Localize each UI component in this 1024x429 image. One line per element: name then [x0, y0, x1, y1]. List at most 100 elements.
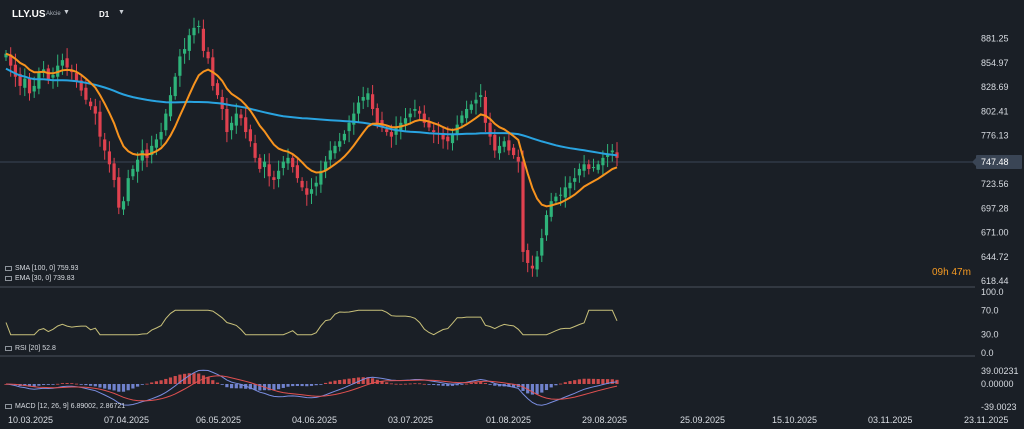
- candle-body: [187, 35, 191, 51]
- candle-body: [201, 28, 205, 51]
- candle-body: [103, 139, 107, 151]
- macd-histogram-bar: [408, 383, 412, 385]
- symbol-name[interactable]: LLY.US: [12, 9, 46, 20]
- indicator-settings-icon[interactable]: [5, 346, 12, 351]
- x-tick-label: 10.03.2025: [8, 415, 53, 425]
- rsi-legend[interactable]: RSI [20] 52.8: [5, 345, 56, 352]
- candle-body: [502, 141, 506, 147]
- candle-body: [432, 130, 436, 133]
- macd-histogram-bar: [277, 384, 281, 390]
- macd-histogram-bar: [126, 384, 130, 391]
- macd-histogram-bar: [535, 384, 539, 395]
- macd-histogram-bar: [356, 377, 361, 384]
- macd-histogram-bar: [554, 384, 558, 386]
- macd-histogram-bar: [140, 384, 144, 385]
- candle-body: [267, 164, 271, 177]
- macd-histogram-bar: [563, 382, 567, 384]
- candle-body: [554, 196, 558, 202]
- candle-body: [347, 122, 351, 132]
- candle-body: [291, 157, 295, 168]
- macd-histogram-bar: [601, 379, 605, 384]
- indicator-settings-icon[interactable]: [5, 266, 12, 271]
- candle-body: [112, 163, 116, 180]
- candle-body: [483, 96, 487, 123]
- candle-body: [178, 56, 182, 76]
- candle-body: [9, 54, 13, 66]
- candle-body: [281, 161, 285, 168]
- macd-histogram-bar: [526, 384, 530, 394]
- ema-label: EMA [30, 0] 739.83: [15, 275, 75, 282]
- macd-histogram-bar: [230, 384, 234, 389]
- macd-histogram-bar: [573, 380, 577, 384]
- price-tick-label: 618.44: [981, 276, 1009, 286]
- candle-body: [225, 108, 229, 133]
- symbol-dropdown-chevron-down-icon[interactable]: ▼: [63, 9, 70, 16]
- macd-line: [5, 369, 618, 406]
- candle-body: [526, 250, 530, 263]
- macd-histogram-bar: [89, 384, 93, 386]
- macd-histogram-bar: [493, 384, 497, 386]
- macd-histogram-bar: [385, 382, 389, 384]
- x-tick-label: 03.07.2025: [388, 415, 433, 425]
- macd-legend[interactable]: MACD [12, 26, 9] 6.89002, 2.86721: [5, 403, 125, 410]
- ema-legend[interactable]: EMA [30, 0] 739.83: [5, 275, 75, 282]
- macd-histogram-bar: [465, 383, 469, 385]
- macd-histogram-bar: [309, 384, 314, 386]
- macd-histogram-bar: [469, 383, 473, 384]
- price-tick-label: 802.41: [981, 106, 1009, 116]
- timeframe-selector[interactable]: D1: [99, 10, 110, 19]
- candle-body: [422, 113, 426, 123]
- indicator-settings-icon[interactable]: [5, 276, 12, 281]
- macd-histogram-bar: [610, 379, 614, 384]
- candle-body: [408, 113, 412, 118]
- candle-body: [13, 64, 17, 77]
- current-price-badge: [976, 155, 1022, 170]
- candle-body: [610, 150, 614, 153]
- macd-histogram-bar: [225, 384, 229, 388]
- candle-body: [253, 143, 257, 158]
- price-tick-label: 881.25: [981, 34, 1009, 44]
- indicator-settings-icon[interactable]: [5, 404, 12, 409]
- macd-histogram-bar: [98, 384, 102, 388]
- sma-legend[interactable]: SMA [100, 0] 759.93: [5, 265, 78, 272]
- candle-body: [375, 108, 379, 123]
- candle-body: [606, 155, 610, 157]
- macd-histogram-bar: [591, 378, 596, 384]
- rsi-line: [5, 309, 618, 336]
- candle-body: [512, 147, 516, 156]
- macd-histogram-bar: [121, 384, 126, 392]
- macd-histogram-bar: [286, 384, 290, 387]
- macd-histogram-bar: [399, 383, 403, 385]
- macd-histogram-bar: [427, 384, 431, 385]
- macd-histogram-bar: [272, 384, 276, 391]
- x-tick-label: 01.08.2025: [486, 415, 531, 425]
- rsi-tick-label: 100.0: [981, 287, 1004, 297]
- candle-body: [4, 53, 8, 58]
- macd-histogram-bar: [436, 384, 440, 386]
- candle-body: [277, 170, 281, 180]
- price-tick-label: 671.00: [981, 228, 1009, 238]
- candle-body: [93, 106, 97, 114]
- candle-body: [582, 164, 586, 171]
- candle-body: [507, 140, 511, 151]
- macd-histogram-bar: [305, 384, 309, 387]
- timeframe-dropdown-chevron-down-icon[interactable]: ▼: [118, 9, 125, 16]
- macd-histogram-bar: [587, 378, 591, 384]
- candle-body: [51, 74, 55, 78]
- macd-histogram-bar: [507, 384, 511, 387]
- candle-body: [173, 76, 177, 97]
- macd-histogram-bar: [521, 384, 525, 391]
- x-tick-label: 06.05.2025: [196, 415, 241, 425]
- x-tick-label: 23.11.2025: [964, 415, 1008, 425]
- candle-body: [521, 161, 525, 252]
- candle-body: [352, 113, 356, 125]
- candle-body: [403, 118, 408, 124]
- candle-body: [215, 83, 220, 96]
- candle-body: [563, 187, 567, 198]
- candle-body: [37, 72, 41, 89]
- sma-label: SMA [100, 0] 759.93: [15, 265, 79, 272]
- macd-label: MACD [12, 26, 9] 6.89002, 2.86721: [15, 403, 126, 410]
- macd-histogram-bar: [596, 379, 600, 384]
- macd-histogram-bar: [413, 383, 417, 385]
